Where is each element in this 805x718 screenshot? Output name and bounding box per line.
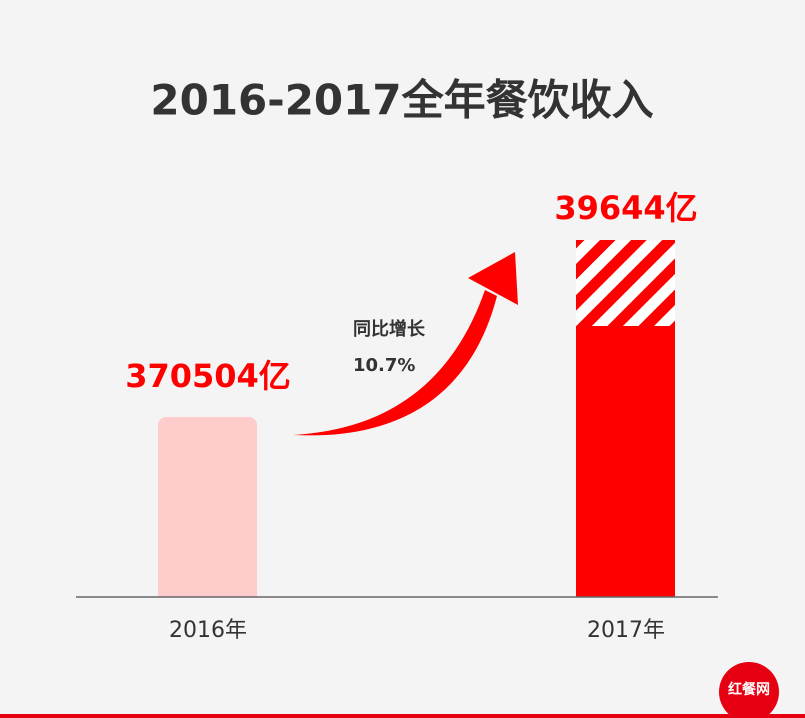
annotation-text: 同比增长: [353, 318, 426, 340]
bar-2017: [576, 326, 675, 597]
logo-text: 红餐网: [728, 681, 770, 698]
growth-arrow: [293, 290, 497, 436]
category-label: 2017年: [587, 618, 665, 643]
bar-label: 370504亿: [125, 357, 291, 395]
bar-2016: [158, 417, 257, 597]
title: 2016-2017全年餐饮收入: [150, 76, 653, 125]
category-label: 2016年: [169, 618, 247, 643]
arrow-head: [468, 252, 518, 305]
bottom-bar: [0, 714, 805, 718]
annotation-rate: 10.7%: [353, 355, 415, 376]
logo-circle: [719, 662, 779, 718]
bar-2017-growth: [576, 240, 675, 326]
bar-label: 39644亿: [554, 189, 697, 227]
